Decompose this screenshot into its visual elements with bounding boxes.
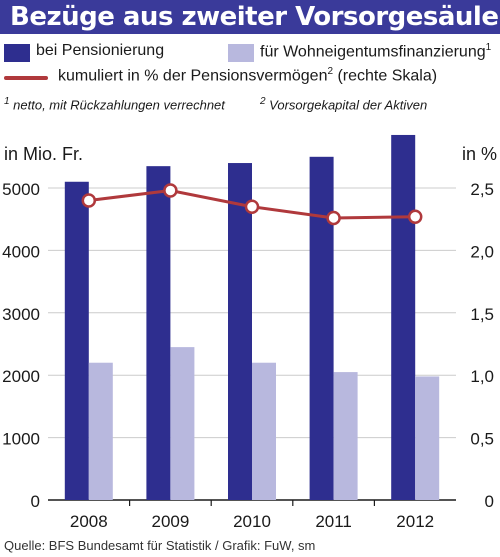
line-point [244,199,260,214]
plot-area: 0 1000 2000 3000 4000 5000 0 0,5 1,0 1,5 2,0 2,5 200… [2,134,494,531]
bar-pensionierung [309,156,334,501]
legend-label-kumuliert: kumuliert in % der Pensionsvermögen2 (re… [58,66,437,85]
legend-text: bei Pensionierung [36,42,165,59]
line-point [81,193,97,208]
chart-title: Bezüge aus zweiter Vorsorgesäule [10,2,499,32]
footnote-text: Vorsorgekapital der Aktiven [265,97,428,113]
legend-suffix: (rechte Skala) [333,67,438,85]
left-tick-label: 1000 [2,430,40,449]
right-tick-label: 1,5 [470,305,494,324]
legend-line-kumuliert [4,76,48,80]
left-tick-label: 4000 [2,242,40,261]
right-tick-label: 0 [485,492,494,511]
line-point [326,210,341,226]
line-point [163,183,178,198]
x-tick-label: 2010 [233,512,271,531]
right-tick-label: 0,5 [470,430,494,449]
left-tick-label: 5000 [2,180,40,199]
x-tick-label: 2011 [315,512,352,531]
legend-text: kumuliert in % der Pensionsvermögen [58,67,328,85]
x-tick-label: 2009 [151,512,189,531]
right-axis-unit: in % [462,144,498,164]
left-tick-label: 3000 [2,305,40,324]
right-tick-label: 2,0 [470,242,494,261]
left-axis-unit: in Mio. Fr. [4,144,84,164]
footnote-text: netto, mit Rückzahlungen verrechnet [9,97,225,113]
legend-swatch-wohneigentum [228,44,254,62]
legend-sup: 1 [485,42,492,53]
right-tick-label: 1,0 [470,367,494,386]
x-tick-label: 2008 [70,512,108,531]
footnote-1: 1 netto, mit Rückzahlungen verrechnet [4,96,225,112]
legend-label-pensionierung: bei Pensionierung [36,42,164,60]
bar-wohneigentum [88,362,113,500]
legend-text: für Wohneigentumsfinanzierung [260,43,486,61]
bar-wohneigentum [415,376,440,500]
source-note: Quelle: BFS Bundesamt für Statistik / Gr… [4,538,316,553]
chart-frame: Bezüge aus zweiter Vorsorgesäule bei Pen… [0,0,500,531]
bar-pensionierung [64,181,89,500]
legend-sup: 2 [327,66,334,77]
title-bar: Bezüge aus zweiter Vorsorgesäule [0,0,500,34]
footnote-2: 2 Vorsorgekapital der Aktiven [260,96,427,112]
bar-wohneigentum [333,372,358,500]
left-tick-label: 2000 [2,367,40,386]
legend-swatch-pensionierung [4,44,30,62]
right-tick-label: 2,5 [470,180,494,199]
footnote-sup: 2 [260,96,266,107]
line-point [407,209,423,224]
footnote-sup: 1 [4,96,10,107]
bar-pensionierung [391,134,416,500]
left-tick-label: 0 [31,492,40,511]
bar-pensionierung [228,163,252,501]
bar-wohneigentum [170,347,195,500]
bar-wohneigentum [252,362,276,500]
x-tick-label: 2012 [396,512,434,531]
legend-label-wohneigentum: für Wohneigentumsfinanzierung1 [260,42,491,61]
bar-pensionierung [146,166,171,500]
